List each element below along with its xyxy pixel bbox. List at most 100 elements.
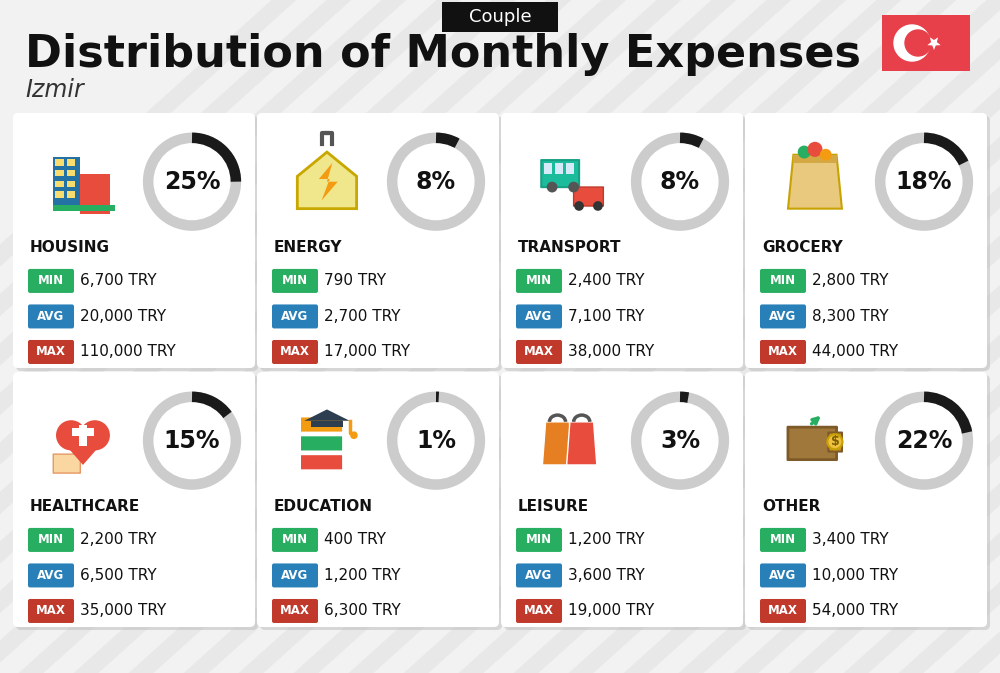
FancyBboxPatch shape: [272, 528, 318, 552]
FancyBboxPatch shape: [260, 116, 502, 371]
FancyBboxPatch shape: [504, 375, 746, 630]
Text: AVG: AVG: [769, 310, 797, 323]
Text: 8%: 8%: [416, 170, 456, 194]
FancyBboxPatch shape: [53, 157, 80, 206]
FancyBboxPatch shape: [788, 427, 837, 460]
FancyBboxPatch shape: [760, 304, 806, 328]
Polygon shape: [319, 163, 338, 201]
FancyBboxPatch shape: [79, 425, 87, 446]
Text: 54,000 TRY: 54,000 TRY: [812, 604, 898, 618]
Polygon shape: [57, 435, 109, 465]
FancyBboxPatch shape: [67, 191, 75, 198]
FancyBboxPatch shape: [67, 170, 75, 176]
FancyBboxPatch shape: [272, 304, 318, 328]
Text: 20,000 TRY: 20,000 TRY: [80, 309, 166, 324]
Text: 10,000 TRY: 10,000 TRY: [812, 568, 898, 583]
Text: AVG: AVG: [769, 569, 797, 582]
Circle shape: [80, 420, 110, 450]
Text: 2,800 TRY: 2,800 TRY: [812, 273, 889, 289]
Text: 6,700 TRY: 6,700 TRY: [80, 273, 157, 289]
FancyBboxPatch shape: [55, 170, 64, 176]
Text: 8,300 TRY: 8,300 TRY: [812, 309, 889, 324]
Text: ENERGY: ENERGY: [274, 240, 342, 255]
FancyBboxPatch shape: [53, 205, 115, 211]
Polygon shape: [788, 155, 842, 209]
FancyBboxPatch shape: [272, 269, 318, 293]
Text: 2,700 TRY: 2,700 TRY: [324, 309, 400, 324]
Text: 2,200 TRY: 2,200 TRY: [80, 532, 156, 547]
FancyBboxPatch shape: [516, 528, 562, 552]
Text: MIN: MIN: [526, 275, 552, 287]
Text: Distribution of Monthly Expenses: Distribution of Monthly Expenses: [25, 34, 861, 77]
Wedge shape: [905, 30, 931, 56]
Polygon shape: [297, 152, 357, 209]
FancyBboxPatch shape: [28, 340, 74, 364]
Text: 17,000 TRY: 17,000 TRY: [324, 345, 410, 359]
FancyBboxPatch shape: [760, 269, 806, 293]
Text: 6,500 TRY: 6,500 TRY: [80, 568, 157, 583]
Text: MAX: MAX: [36, 604, 66, 617]
FancyBboxPatch shape: [13, 113, 255, 368]
Text: 3,400 TRY: 3,400 TRY: [812, 532, 889, 547]
FancyBboxPatch shape: [28, 528, 74, 552]
Polygon shape: [927, 37, 941, 50]
FancyBboxPatch shape: [72, 428, 94, 436]
FancyBboxPatch shape: [300, 454, 343, 470]
FancyBboxPatch shape: [516, 269, 562, 293]
Polygon shape: [304, 409, 350, 421]
Circle shape: [827, 434, 842, 450]
Polygon shape: [567, 422, 597, 465]
Text: 7,100 TRY: 7,100 TRY: [568, 309, 644, 324]
Circle shape: [798, 145, 811, 159]
FancyBboxPatch shape: [760, 340, 806, 364]
Text: AVG: AVG: [525, 310, 553, 323]
FancyBboxPatch shape: [55, 180, 64, 187]
Text: MIN: MIN: [526, 534, 552, 546]
FancyBboxPatch shape: [504, 116, 746, 371]
Circle shape: [574, 201, 584, 211]
Text: MAX: MAX: [280, 604, 310, 617]
Text: $: $: [831, 435, 839, 448]
FancyBboxPatch shape: [80, 174, 110, 214]
FancyBboxPatch shape: [28, 269, 74, 293]
Text: Izmir: Izmir: [25, 78, 84, 102]
FancyBboxPatch shape: [272, 563, 318, 588]
Text: GROCERY: GROCERY: [762, 240, 843, 255]
Text: TRANSPORT: TRANSPORT: [518, 240, 622, 255]
Text: 1%: 1%: [416, 429, 456, 453]
Circle shape: [807, 142, 823, 157]
Circle shape: [398, 144, 474, 219]
FancyBboxPatch shape: [67, 159, 75, 166]
Circle shape: [154, 144, 230, 219]
FancyBboxPatch shape: [516, 599, 562, 623]
Text: MAX: MAX: [524, 604, 554, 617]
Text: 22%: 22%: [896, 429, 952, 453]
Text: EDUCATION: EDUCATION: [274, 499, 373, 514]
Circle shape: [642, 144, 718, 219]
Text: 3%: 3%: [660, 429, 700, 453]
Text: MIN: MIN: [38, 275, 64, 287]
Text: MIN: MIN: [770, 275, 796, 287]
Text: 19,000 TRY: 19,000 TRY: [568, 604, 654, 618]
FancyBboxPatch shape: [272, 340, 318, 364]
Text: HEALTHCARE: HEALTHCARE: [30, 499, 140, 514]
Text: MIN: MIN: [282, 534, 308, 546]
FancyBboxPatch shape: [760, 599, 806, 623]
FancyBboxPatch shape: [501, 372, 743, 627]
FancyBboxPatch shape: [260, 375, 502, 630]
Circle shape: [886, 403, 962, 479]
Text: MAX: MAX: [524, 345, 554, 359]
FancyBboxPatch shape: [28, 599, 74, 623]
Text: MIN: MIN: [282, 275, 308, 287]
FancyBboxPatch shape: [516, 340, 562, 364]
Text: 8%: 8%: [660, 170, 700, 194]
FancyBboxPatch shape: [760, 528, 806, 552]
Text: Couple: Couple: [469, 8, 531, 26]
Text: MIN: MIN: [38, 534, 64, 546]
Wedge shape: [894, 25, 930, 61]
Circle shape: [568, 182, 579, 192]
Circle shape: [56, 420, 86, 450]
FancyBboxPatch shape: [541, 160, 579, 187]
Text: AVG: AVG: [37, 310, 65, 323]
FancyBboxPatch shape: [882, 15, 970, 71]
